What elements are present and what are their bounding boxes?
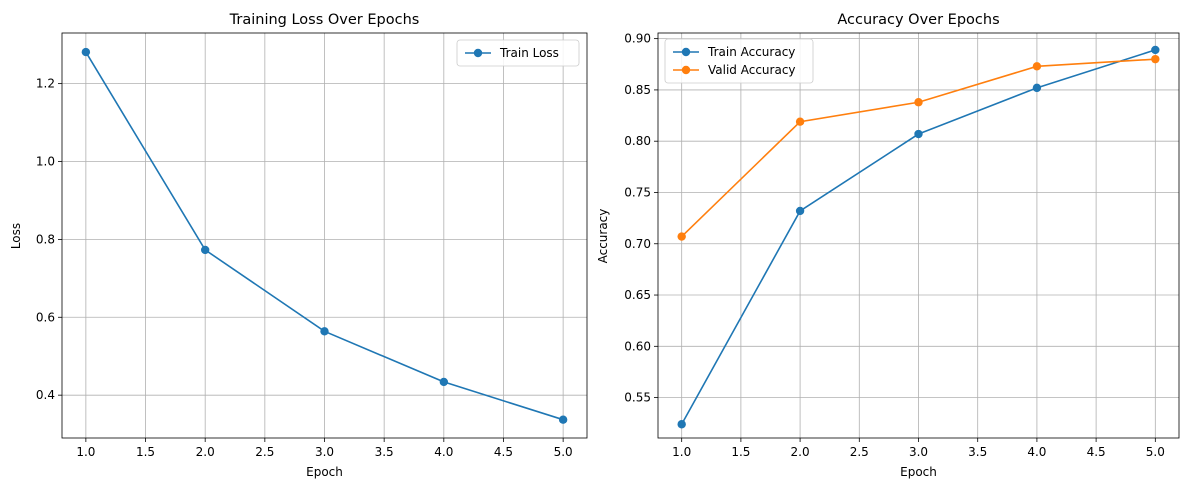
train-accuracy-point — [1151, 45, 1160, 55]
accuracy-y-tick-label: 0.65 — [624, 288, 651, 302]
valid-accuracy-legend-label: Valid Accuracy — [708, 63, 796, 77]
accuracy-x-tick-label: 3.5 — [968, 445, 987, 459]
valid-accuracy-point — [677, 232, 686, 241]
loss-x-tick-label: 1.5 — [136, 445, 155, 459]
loss-x-tick-label: 2.5 — [255, 445, 274, 459]
accuracy-chart: 1.0 1.5 2.0 2.5 3.0 3.5 4.0 4.5 5.0 0.55 0.60 0.65 0… — [596, 12, 1180, 479]
accuracy-series — [677, 45, 1160, 429]
valid-accuracy-point — [914, 98, 923, 107]
loss-y-tick-label: 0.4 — [36, 388, 55, 402]
train-loss-legend-label: Train Loss — [499, 46, 559, 60]
accuracy-ticks: 1.0 1.5 2.0 2.5 3.0 3.5 4.0 4.5 5.0 0.55 0.60 0.65 0… — [624, 32, 1165, 459]
loss-x-tick-label: 2.0 — [196, 445, 215, 459]
loss-y-tick-label: 0.6 — [36, 310, 55, 324]
loss-x-tick-label: 4.0 — [434, 445, 453, 459]
accuracy-legend-box — [664, 38, 814, 84]
loss-y-axis-label: Loss — [9, 223, 23, 249]
accuracy-y-tick-label: 0.60 — [624, 339, 651, 353]
accuracy-y-tick-label: 0.85 — [624, 83, 651, 97]
train-loss-point — [200, 245, 210, 255]
accuracy-y-tick-label: 0.70 — [624, 237, 651, 251]
loss-series — [81, 47, 568, 424]
accuracy-x-tick-label: 3.0 — [909, 445, 928, 459]
loss-chart-title: Training Loss Over Epochs — [229, 12, 420, 28]
loss-x-axis-label: Epoch — [306, 465, 343, 479]
train-accuracy-point — [677, 420, 686, 429]
train-accuracy-point — [914, 129, 923, 139]
accuracy-y-tick-label: 0.80 — [624, 134, 651, 148]
accuracy-legend: Train Accuracy Valid Accuracy — [664, 38, 814, 84]
train-loss-point — [81, 47, 91, 57]
accuracy-y-tick-label: 0.55 — [624, 391, 651, 405]
loss-ticks: 1.0 1.5 2.0 2.5 3.0 3.5 4.0 4.5 5.0 0.4 0.6 0.8 1.0 1… — [36, 77, 573, 459]
valid-accuracy-legend-marker — [681, 65, 691, 75]
accuracy-x-tick-label: 1.5 — [731, 445, 750, 459]
loss-legend: Train Loss — [456, 39, 580, 67]
train-loss-legend-marker — [473, 48, 483, 58]
train-loss-point — [558, 415, 568, 424]
accuracy-x-tick-label: 1.0 — [672, 445, 691, 459]
loss-x-tick-label: 3.0 — [315, 445, 334, 459]
train-accuracy-legend-marker — [681, 47, 691, 57]
train-accuracy-point — [795, 206, 805, 216]
loss-x-tick-label: 5.0 — [554, 445, 573, 459]
accuracy-y-axis-label: Accuracy — [596, 209, 610, 264]
loss-y-tick-label: 1.0 — [36, 155, 55, 169]
accuracy-x-tick-label: 5.0 — [1146, 445, 1165, 459]
train-accuracy-point — [1032, 83, 1042, 93]
accuracy-chart-title: Accuracy Over Epochs — [837, 12, 999, 28]
valid-accuracy-point — [795, 117, 805, 126]
train-loss-point — [439, 377, 449, 387]
accuracy-x-tick-label: 4.5 — [1087, 445, 1106, 459]
valid-accuracy-point — [1151, 54, 1160, 64]
train-accuracy-legend-label: Train Accuracy — [707, 45, 795, 59]
loss-x-tick-label: 3.5 — [375, 445, 394, 459]
accuracy-x-axis-label: Epoch — [900, 465, 937, 479]
loss-x-tick-label: 1.0 — [76, 445, 95, 459]
accuracy-x-tick-label: 4.0 — [1027, 445, 1046, 459]
valid-accuracy-point — [1032, 62, 1042, 71]
accuracy-x-tick-label: 2.0 — [791, 445, 810, 459]
loss-y-tick-label: 0.8 — [36, 232, 55, 246]
loss-y-tick-label: 1.2 — [36, 77, 55, 91]
loss-x-tick-label: 4.5 — [494, 445, 513, 459]
loss-grid — [62, 33, 587, 438]
accuracy-x-tick-label: 2.5 — [850, 445, 869, 459]
accuracy-y-tick-label: 0.75 — [624, 185, 651, 199]
train-loss-point — [320, 327, 329, 336]
accuracy-y-tick-label: 0.90 — [624, 32, 651, 46]
loss-legend-box — [456, 39, 580, 67]
loss-chart: 1.0 1.5 2.0 2.5 3.0 3.5 4.0 4.5 5.0 0.4 0.6 0.8 1.0 1… — [9, 12, 588, 479]
